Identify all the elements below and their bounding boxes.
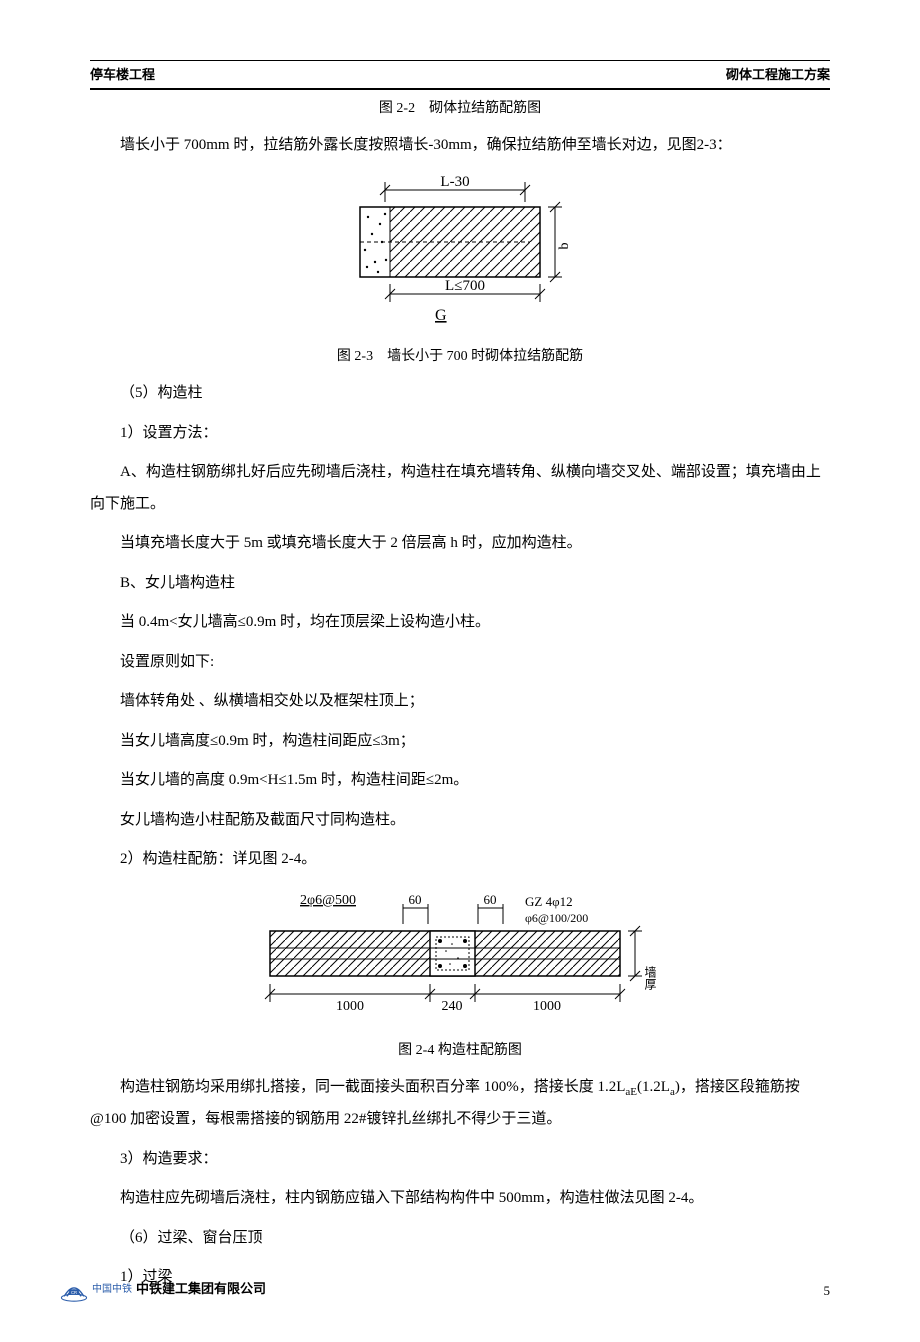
fig-2-3-caption: 图 2-3 墙长小于 700 时砌体拉结筋配筋	[90, 346, 830, 368]
footer-company: 中铁建工集团有限公司	[136, 1279, 266, 1300]
paragraph-11: 当女儿墙的高度 0.9m<H≤1.5m 时，构造柱间距≤2m。	[90, 765, 830, 797]
fig24-60b: 60	[484, 892, 497, 907]
svg-text:CR: CR	[71, 1290, 77, 1295]
figure-2-3: L-30 b L≤	[90, 172, 830, 340]
header-right: 砌体工程施工方案	[726, 65, 830, 86]
header-left: 停车楼工程	[90, 65, 155, 86]
logo-icon: CR	[60, 1278, 88, 1302]
page-number: 5	[824, 1281, 831, 1302]
fig24-tiebar: 2φ6@500	[300, 893, 356, 908]
fig24-dim-mid: 240	[442, 999, 463, 1014]
paragraph-6: B、女儿墙构造柱	[90, 568, 830, 600]
footer-brand: 中国中铁	[92, 1282, 132, 1298]
paragraph-7: 当 0.4m<女儿墙高≤0.9m 时，均在顶层梁上设构造小柱。	[90, 607, 830, 639]
paragraph-10: 当女儿墙高度≤0.9m 时，构造柱间距应≤3m；	[90, 726, 830, 758]
paragraph-12: 女儿墙构造小柱配筋及截面尺寸同构造柱。	[90, 805, 830, 837]
fig-2-4-svg: 2φ6@500 60 60 GZ 4φ12 φ6@100/200 墙	[240, 886, 680, 1026]
fig-2-3-svg: L-30 b L≤	[330, 172, 590, 332]
fig23-label-b: b	[557, 242, 572, 249]
fig24-dim-left: 1000	[336, 999, 364, 1014]
figure-2-4: 2φ6@500 60 60 GZ 4φ12 φ6@100/200 墙	[90, 886, 830, 1034]
p14-sub1: aE	[625, 1086, 637, 1098]
footer-left: CR 中国中铁 中铁建工集团有限公司	[60, 1278, 266, 1302]
fig-2-2-caption: 图 2-2 砌体拉结筋配筋图	[90, 98, 830, 120]
paragraph-2: （5）构造柱	[90, 378, 830, 410]
p14-a: 构造柱钢筋均采用绑扎搭接，同一截面接头面积百分率 100%，搭接长度 1.2L	[120, 1079, 625, 1095]
paragraph-1: 墙长小于 700mm 时，拉结筋外露长度按照墙长-30mm，确保拉结筋伸至墙长对…	[90, 130, 830, 162]
page-footer: CR 中国中铁 中铁建工集团有限公司 5	[60, 1278, 830, 1302]
paragraph-5: 当填充墙长度大于 5m 或填充墙长度大于 2 倍层高 h 时，应加构造柱。	[90, 528, 830, 560]
paragraph-14: 构造柱钢筋均采用绑扎搭接，同一截面接头面积百分率 100%，搭接长度 1.2La…	[90, 1072, 830, 1136]
fig24-dim-right: 1000	[533, 999, 561, 1014]
fig24-60a: 60	[409, 892, 422, 907]
paragraph-4: A、构造柱钢筋绑扎好后应先砌墙后浇柱，构造柱在填充墙转角、纵横向墙交叉处、端部设…	[90, 457, 830, 520]
fig-2-4-caption: 图 2-4 构造柱配筋图	[90, 1040, 830, 1062]
paragraph-17: （6）过梁、窗台压顶	[90, 1223, 830, 1255]
fig24-gz: GZ 4φ12	[525, 894, 573, 909]
paragraph-8: 设置原则如下:	[90, 647, 830, 679]
fig23-label-top: L-30	[440, 174, 469, 190]
paragraph-3: 1）设置方法：	[90, 418, 830, 450]
paragraph-9: 墙体转角处 、纵横墙相交处以及框架柱顶上；	[90, 686, 830, 718]
page-header: 停车楼工程 砌体工程施工方案	[90, 60, 830, 90]
p14-b: (1.2L	[637, 1079, 670, 1095]
fig24-wallthick: 墙厚	[643, 965, 657, 989]
fig24-stirrup: φ6@100/200	[525, 911, 588, 925]
paragraph-16: 构造柱应先砌墙后浇柱，柱内钢筋应锚入下部结构构件中 500mm，构造柱做法见图 …	[90, 1183, 830, 1215]
paragraph-13: 2）构造柱配筋：详见图 2-4。	[90, 844, 830, 876]
concrete-dots	[364, 212, 387, 272]
fig23-label-g: G	[435, 307, 447, 324]
fig23-label-bottom: L≤700	[445, 278, 485, 294]
paragraph-15: 3）构造要求：	[90, 1144, 830, 1176]
